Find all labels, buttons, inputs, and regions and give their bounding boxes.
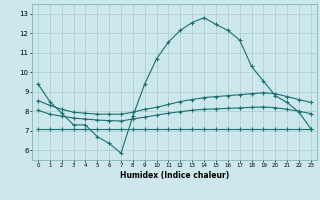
X-axis label: Humidex (Indice chaleur): Humidex (Indice chaleur)	[120, 171, 229, 180]
